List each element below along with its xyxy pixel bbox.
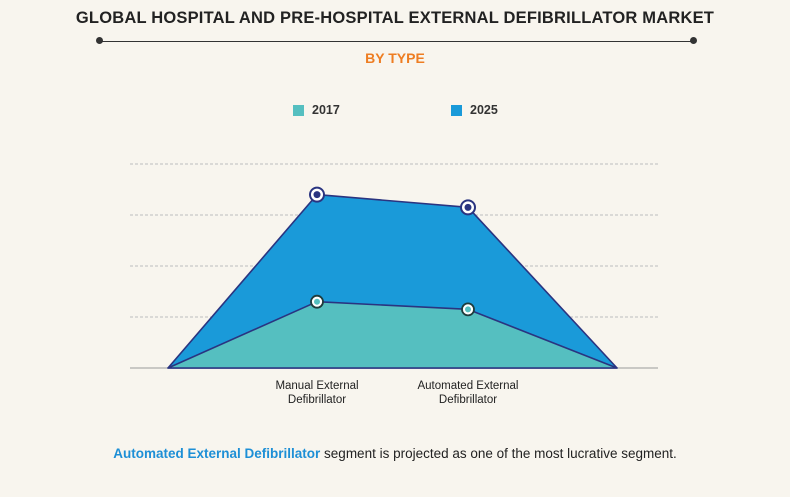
marker-2025-core xyxy=(464,203,472,211)
legend-swatch-2025 xyxy=(451,104,462,116)
legend-label-2025: 2025 xyxy=(470,103,498,117)
chart-areas xyxy=(167,193,618,369)
footer-text: segment is projected as one of the most … xyxy=(320,446,677,461)
x-axis-labels: Manual External Defibrillator Automated Ex… xyxy=(275,380,518,406)
chart-subtitle: BY TYPE xyxy=(365,50,425,66)
x-tick-label: Automated External xyxy=(417,380,518,392)
divider-dot-right xyxy=(690,37,697,44)
marker-2017-core xyxy=(314,298,320,305)
x-tick-label: Manual External xyxy=(275,380,358,392)
legend-item-2017: 2017 xyxy=(293,103,340,117)
marker-2025-core xyxy=(313,191,321,199)
x-tick-label: Defibrillator xyxy=(288,394,346,406)
legend-label-2017: 2017 xyxy=(312,103,340,117)
marker-2017-core xyxy=(465,306,471,313)
footer-note: Automated External Defibrillator segment… xyxy=(0,446,790,461)
chart-title: GLOBAL HOSPITAL AND PRE-HOSPITAL EXTERNA… xyxy=(75,9,715,27)
x-tick-label: Defibrillator xyxy=(439,394,497,406)
footer-highlight: Automated External Defibrillator xyxy=(113,446,321,461)
legend-swatch-2017 xyxy=(293,104,304,116)
chart-markers xyxy=(309,186,476,317)
divider-dot-left xyxy=(96,37,103,44)
legend-item-2025: 2025 xyxy=(451,103,498,117)
title-divider xyxy=(100,41,694,42)
